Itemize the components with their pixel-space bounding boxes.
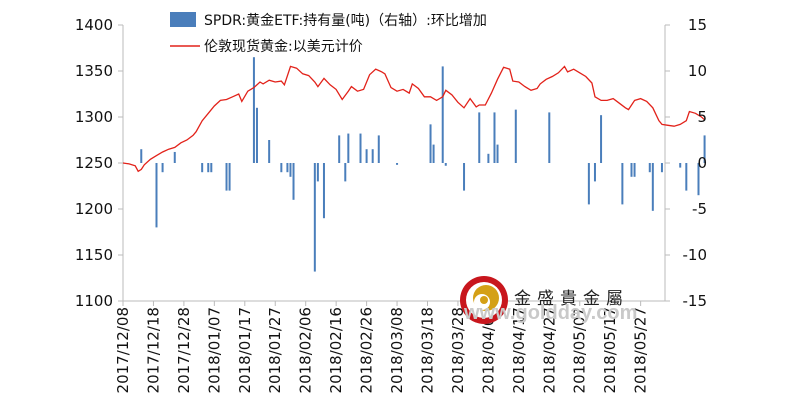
legend-bar-swatch <box>170 12 196 27</box>
spdr-bar <box>316 163 319 182</box>
x-axis-ticks: 2017/12/08 2017/12/18 2017/12/28 2018/01/07… <box>114 301 650 393</box>
spdr-bar <box>161 163 164 173</box>
x-tick-label: 2018/04/17 <box>510 307 528 393</box>
left-tick-label: 1200 <box>75 200 113 218</box>
spdr-bar <box>289 163 292 177</box>
spdr-bar <box>280 163 283 173</box>
gold-price-line <box>122 65 706 173</box>
spdr-bar <box>478 112 481 163</box>
spdr-bar <box>444 163 447 166</box>
goldday-logo-icon <box>460 276 508 324</box>
right-tick-label: -15 <box>683 292 708 310</box>
x-tick-label: 2018/01/27 <box>266 307 284 393</box>
x-tick-label: 2017/12/28 <box>175 307 193 393</box>
right-tick-label: 5 <box>697 108 707 126</box>
spdr-bar <box>292 163 295 200</box>
spdr-bar <box>593 163 596 182</box>
spdr-bar <box>621 163 624 205</box>
spdr-bar <box>463 163 466 191</box>
legend-line-label: 伦敦现货黄金:以美元计价 <box>204 38 363 55</box>
spdr-bar <box>155 163 158 228</box>
spdr-bar <box>396 163 399 165</box>
plot-area <box>122 25 666 302</box>
spdr-bar <box>359 133 362 163</box>
spdr-bar <box>140 149 143 163</box>
spdr-bar <box>685 163 688 191</box>
spdr-bar <box>496 144 499 163</box>
x-tick-label: 2018/04/27 <box>540 307 558 393</box>
spdr-bar <box>173 151 176 163</box>
right-axis-ticks: -15 -10 -5 0 5 10 15 <box>665 16 707 310</box>
spdr-bar <box>587 163 590 205</box>
x-tick-label: 2018/02/16 <box>327 307 345 393</box>
left-tick-label: 1150 <box>75 246 113 264</box>
spdr-bar <box>633 163 636 177</box>
spdr-bar <box>432 144 435 163</box>
spdr-bar <box>679 163 682 168</box>
x-tick-label: 2018/02/26 <box>358 307 376 393</box>
x-tick-label: 2017/12/08 <box>114 307 132 393</box>
left-tick-label: 1250 <box>75 154 113 172</box>
spdr-bar <box>487 153 490 163</box>
spdr-bar <box>225 163 228 191</box>
right-tick-label: -10 <box>683 246 708 264</box>
spdr-bar <box>252 57 255 164</box>
spdr-bar <box>651 163 654 211</box>
x-tick-label: 2018/05/07 <box>571 307 589 393</box>
legend-bar-label: SPDR:黄金ETF:持有量(吨)（右轴）:环比增加 <box>204 12 487 29</box>
legend: SPDR:黄金ETF:持有量(吨)（右轴）:环比增加 伦敦现货黄金:以美元计价 <box>170 12 487 55</box>
spdr-bar <box>365 149 368 163</box>
spdr-bar <box>268 140 271 163</box>
x-tick-label: 2018/01/17 <box>236 307 254 393</box>
spdr-bar <box>322 163 325 219</box>
spdr-bar <box>338 135 341 163</box>
spdr-bar <box>703 135 706 163</box>
left-tick-label: 1350 <box>75 62 113 80</box>
right-tick-label: 15 <box>688 16 707 34</box>
spdr-bar <box>377 135 380 163</box>
spdr-bar <box>548 112 551 163</box>
x-tick-label: 2018/03/18 <box>418 307 436 393</box>
spdr-bar <box>660 163 663 173</box>
spdr-bar <box>514 109 517 163</box>
spdr-bar <box>344 163 347 182</box>
spdr-bar <box>600 115 603 163</box>
spdr-bar <box>313 163 316 272</box>
watermark: 金盛貴金屬 www.goldday.com <box>460 276 637 324</box>
left-axis-ticks: 1100 1150 1200 1250 1300 1350 1400 <box>75 16 123 310</box>
spdr-bar <box>228 163 231 191</box>
x-tick-label: 2018/05/17 <box>601 307 619 393</box>
x-tick-label: 2018/01/07 <box>205 307 223 393</box>
watermark-company-name: 金盛貴金屬 <box>514 289 629 309</box>
spdr-bar <box>441 66 444 163</box>
watermark-url: www.goldday.com <box>463 302 637 324</box>
spdr-bar <box>630 163 633 177</box>
x-tick-label: 2018/03/28 <box>449 307 467 393</box>
spdr-bar <box>429 124 432 163</box>
spdr-bar <box>347 133 350 163</box>
x-tick-label: 2018/04/07 <box>479 307 497 393</box>
spdr-bar <box>210 163 213 173</box>
x-tick-label: 2018/03/08 <box>388 307 406 393</box>
x-tick-label: 2017/12/18 <box>144 307 162 393</box>
spdr-bar-series <box>140 57 706 272</box>
left-tick-label: 1400 <box>75 16 113 34</box>
x-tick-label: 2018/05/27 <box>632 307 650 393</box>
right-tick-label: 0 <box>697 154 707 172</box>
spdr-bar <box>493 112 496 163</box>
left-tick-label: 1300 <box>75 108 113 126</box>
right-tick-label: 10 <box>688 62 707 80</box>
spdr-bar <box>648 163 651 173</box>
spdr-bar <box>201 163 204 173</box>
left-tick-label: 1100 <box>75 292 113 310</box>
spdr-bar <box>697 163 700 196</box>
spdr-bar <box>207 163 210 173</box>
right-tick-label: -5 <box>692 200 707 218</box>
spdr-bar <box>371 149 374 163</box>
spdr-bar <box>286 163 289 173</box>
x-tick-label: 2018/02/06 <box>297 307 315 393</box>
spdr-bar <box>255 107 258 163</box>
